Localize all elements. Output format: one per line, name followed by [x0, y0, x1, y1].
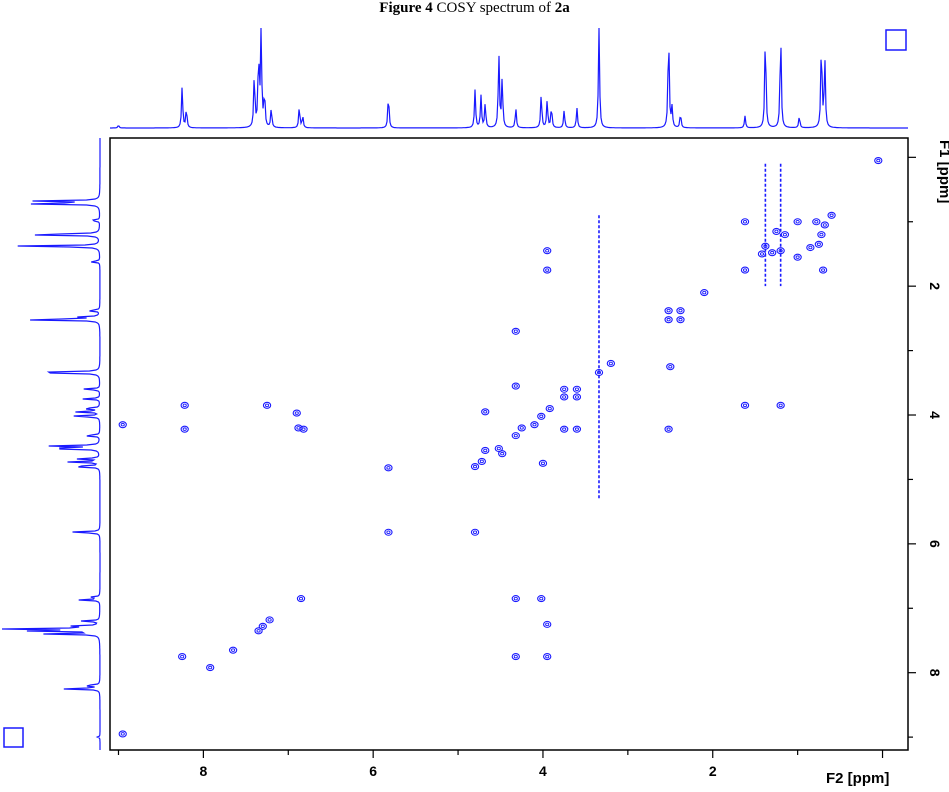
cross-peak: [572, 393, 582, 401]
cross-peak: [178, 653, 187, 661]
cross-peak: [543, 620, 552, 628]
cross-peak: [262, 401, 272, 409]
cross-peak: [740, 401, 750, 409]
y-tick-label: 2: [927, 282, 943, 290]
cross-peak: [511, 653, 520, 661]
cross-peak: [498, 450, 507, 458]
cross-peak: [776, 401, 785, 409]
cross-peak: [517, 424, 526, 432]
cross-peak: [470, 462, 480, 471]
cross-peak: [543, 266, 552, 274]
y-axis-title: F1 [ppm]: [936, 140, 949, 203]
cross-peak: [477, 457, 486, 465]
cross-peak: [560, 425, 569, 433]
cross-peak: [545, 405, 554, 413]
cross-peak: [676, 307, 685, 315]
cross-peak: [543, 247, 552, 255]
cross-peak: [814, 240, 824, 248]
figure-label: Figure 4: [379, 0, 433, 16]
y-tick-label: 6: [927, 540, 943, 548]
cross-peak: [874, 156, 883, 165]
x-tick-label: 4: [539, 763, 547, 779]
cross-peak: [757, 250, 767, 258]
cross-peak: [384, 464, 393, 472]
cross-peak: [543, 653, 552, 661]
cross-peak: [384, 528, 393, 536]
cross-peak: [180, 401, 189, 409]
cross-peak: [254, 627, 263, 635]
cross-peak: [827, 211, 836, 219]
t1-noise-streaks: [598, 163, 782, 499]
cross-peak: [481, 408, 490, 416]
y-tick-label: 8: [927, 669, 943, 677]
f2-projection-spectrum: [110, 27, 908, 129]
cross-peak: [780, 231, 790, 239]
cross-peak: [296, 595, 306, 603]
cross-peak: [530, 421, 539, 429]
f2-projection-trace: [110, 27, 908, 129]
cross-peak: [676, 316, 685, 324]
cross-peak: [511, 327, 520, 335]
x-tick-label: 6: [369, 763, 377, 779]
cross-peak: [664, 425, 673, 433]
plot-frame: [109, 137, 909, 751]
cross-peak: [537, 595, 546, 603]
compound-label: 2a: [554, 0, 570, 16]
x-axis-ticks: 8 6 4 2: [117, 750, 884, 779]
cross-peak: [294, 424, 303, 432]
cross-peak: [258, 622, 267, 630]
cross-peak: [265, 616, 274, 624]
y-axis-ticks: 2 4 6 8: [908, 156, 943, 738]
cross-peak: [812, 218, 821, 226]
top-right-box: [885, 29, 907, 51]
y-tick-label: 4: [927, 411, 943, 419]
f1-projection-trace: [1, 138, 101, 750]
cross-peak: [299, 425, 308, 433]
x-axis-title: F2 [ppm]: [826, 770, 889, 787]
cross-peak: [664, 307, 673, 315]
cross-peak: [793, 218, 802, 226]
cross-peak: [560, 385, 569, 393]
cross-peak: [806, 243, 815, 252]
cross-peak: [537, 412, 546, 420]
cross-peak: [481, 446, 490, 454]
cross-peak: [818, 266, 828, 274]
cross-peak: [817, 231, 826, 239]
x-tick-label: 2: [709, 763, 717, 779]
f1-projection-spectrum: [1, 138, 101, 750]
cross-peak: [820, 221, 829, 229]
cross-peak: [511, 382, 520, 390]
caption-text: COSY spectrum of: [432, 0, 555, 16]
cross-peak: [664, 316, 673, 324]
cross-peak: [470, 528, 480, 536]
cross-peak: [118, 730, 127, 738]
cross-peak: [772, 227, 781, 235]
bottom-left-box: [3, 727, 24, 748]
cross-peak: [511, 595, 520, 603]
cross-peak: [700, 289, 709, 297]
cross-peak: [511, 432, 520, 440]
cross-peak: [768, 249, 777, 257]
x-tick-label: 8: [199, 763, 207, 779]
cross-peak: [118, 421, 127, 429]
cross-peaks: [118, 156, 883, 738]
cross-peak: [292, 409, 301, 417]
cross-peak: [606, 359, 616, 368]
figure-caption: Figure 4 COSY spectrum of 2a: [0, 0, 949, 17]
cross-peak: [740, 218, 750, 226]
cross-peak: [560, 393, 569, 401]
cross-peak: [228, 646, 238, 654]
cross-peak: [793, 253, 802, 261]
cross-peak: [572, 385, 582, 393]
cross-peak: [538, 459, 548, 467]
cross-peak: [740, 266, 750, 274]
cross-peak: [180, 425, 189, 433]
cross-peak: [666, 363, 675, 371]
cross-peak: [206, 663, 215, 672]
cross-peak: [572, 425, 582, 433]
